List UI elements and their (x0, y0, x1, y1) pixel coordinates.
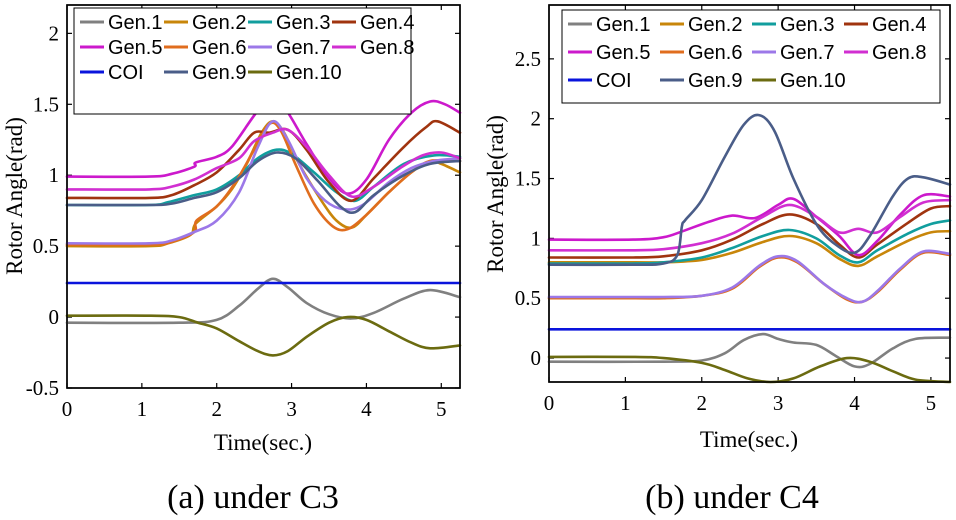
legend-label: Gen.8 (872, 42, 926, 64)
x-tick-label: 0 (544, 391, 555, 415)
series-line-gen4 (547, 204, 952, 259)
panel-a-series (65, 96, 462, 357)
legend-label: Gen.10 (780, 70, 846, 92)
legend-label: Gen.9 (688, 70, 742, 92)
y-tick-label: 1.5 (515, 167, 541, 191)
y-tick-label: 0.5 (515, 286, 541, 310)
y-tick-label: 1.5 (33, 92, 59, 116)
panel-a-x-axis-label: Time(sec.) (214, 430, 312, 455)
panel-b-plot-border (548, 4, 951, 383)
legend-label: Gen.9 (192, 62, 246, 84)
series-line-gen7 (547, 249, 952, 304)
x-tick-label: 1 (620, 391, 631, 415)
panel-a-ticks: 0 1 2 3 4 5-0.500.511.52 (26, 5, 460, 421)
legend-label: COI (596, 70, 632, 92)
series-line-gen1 (65, 277, 462, 325)
x-tick-label: 4 (361, 397, 372, 421)
legend-label: Gen.2 (192, 12, 246, 34)
panel-b-x-axis-label: Time(sec.) (700, 427, 798, 452)
panel-b-ticks: 0 1 2 3 4 5 0 0.5 1 1.5 2 2.5 (515, 5, 950, 415)
x-tick-label: 1 (137, 397, 148, 421)
series-line-gen5 (547, 192, 952, 257)
x-tick-label: 5 (926, 391, 937, 415)
panel-b-y-axis-label: Rotor Angle(rad) (483, 115, 508, 273)
series-line-gen3 (65, 148, 462, 207)
legend-label: Gen.10 (276, 62, 342, 84)
y-tick-label: 2 (49, 21, 60, 45)
legend-label: Gen.2 (688, 14, 742, 36)
x-tick-label: 2 (697, 391, 708, 415)
legend-label: Gen.4 (872, 14, 926, 36)
y-tick-label: 1 (49, 163, 60, 187)
y-tick-label: 0 (531, 346, 542, 370)
legend-label: Gen.4 (360, 12, 414, 34)
x-tick-label: 5 (436, 397, 447, 421)
legend-box (561, 9, 941, 104)
legend-label: Gen.8 (360, 37, 414, 59)
legend-label: Gen.6 (192, 37, 246, 59)
legend-label: Gen.3 (780, 14, 834, 36)
series-line-gen8 (65, 127, 462, 199)
series-line-gen9 (65, 151, 462, 215)
series-line-gen10 (65, 314, 462, 357)
y-tick-label: 2 (531, 107, 542, 131)
panel-b-chart: 0 1 2 3 4 500.511.522.5 Gen.1 Gen.2 Gen.3 Gen.4G… (483, 4, 952, 516)
panel-a-caption: (a) under C3 (167, 479, 339, 516)
y-tick-label: 0.5 (33, 234, 59, 258)
y-tick-label: -0.5 (26, 376, 59, 400)
x-tick-label: 4 (849, 391, 860, 415)
panel-a-legend: Gen.1 Gen.2 Gen.3 Gen.4 Gen.5 Gen.6 Gen.7 Gen.8… (73, 7, 414, 115)
legend-box (73, 7, 412, 115)
series-line-gen9 (547, 113, 952, 267)
legend-label: COI (108, 62, 144, 84)
x-tick-label: 3 (286, 397, 297, 421)
panel-b-legend: Gen.1 Gen.2 Gen.3 Gen.4 Gen.5 Gen.6 Gen.7 Gen.8… (561, 9, 941, 104)
y-tick-label: 0 (49, 305, 60, 329)
legend-label: Gen.1 (596, 14, 650, 36)
panel-b-series (547, 113, 952, 384)
panel-a-y-axis-label: Rotor Angle(rad) (2, 117, 27, 275)
series-line-gen7 (65, 119, 462, 245)
panel-a-chart: 0 1 2 3 4 5-0.500.511.52 Gen.1 Gen.2 Gen.3 Gen.4… (2, 4, 462, 516)
legend-label: Gen.6 (688, 42, 742, 64)
x-tick-label: 2 (211, 397, 222, 421)
series-line-gen1 (547, 332, 952, 369)
legend-label: Gen.1 (108, 12, 162, 34)
x-tick-label: 0 (62, 397, 73, 421)
x-tick-label: 3 (773, 391, 784, 415)
y-tick-label: 2.5 (515, 47, 541, 71)
panel-b-caption: (b) under C4 (645, 479, 819, 516)
legend-label: Gen.3 (276, 12, 330, 34)
y-tick-label: 1 (531, 226, 542, 250)
legend-label: Gen.5 (596, 42, 650, 64)
legend-label: Gen.5 (108, 37, 162, 59)
series-line-gen8 (547, 198, 952, 252)
legend-label: Gen.7 (276, 37, 330, 59)
legend-label: Gen.7 (780, 42, 834, 64)
panel-a-plot-border (66, 4, 461, 389)
